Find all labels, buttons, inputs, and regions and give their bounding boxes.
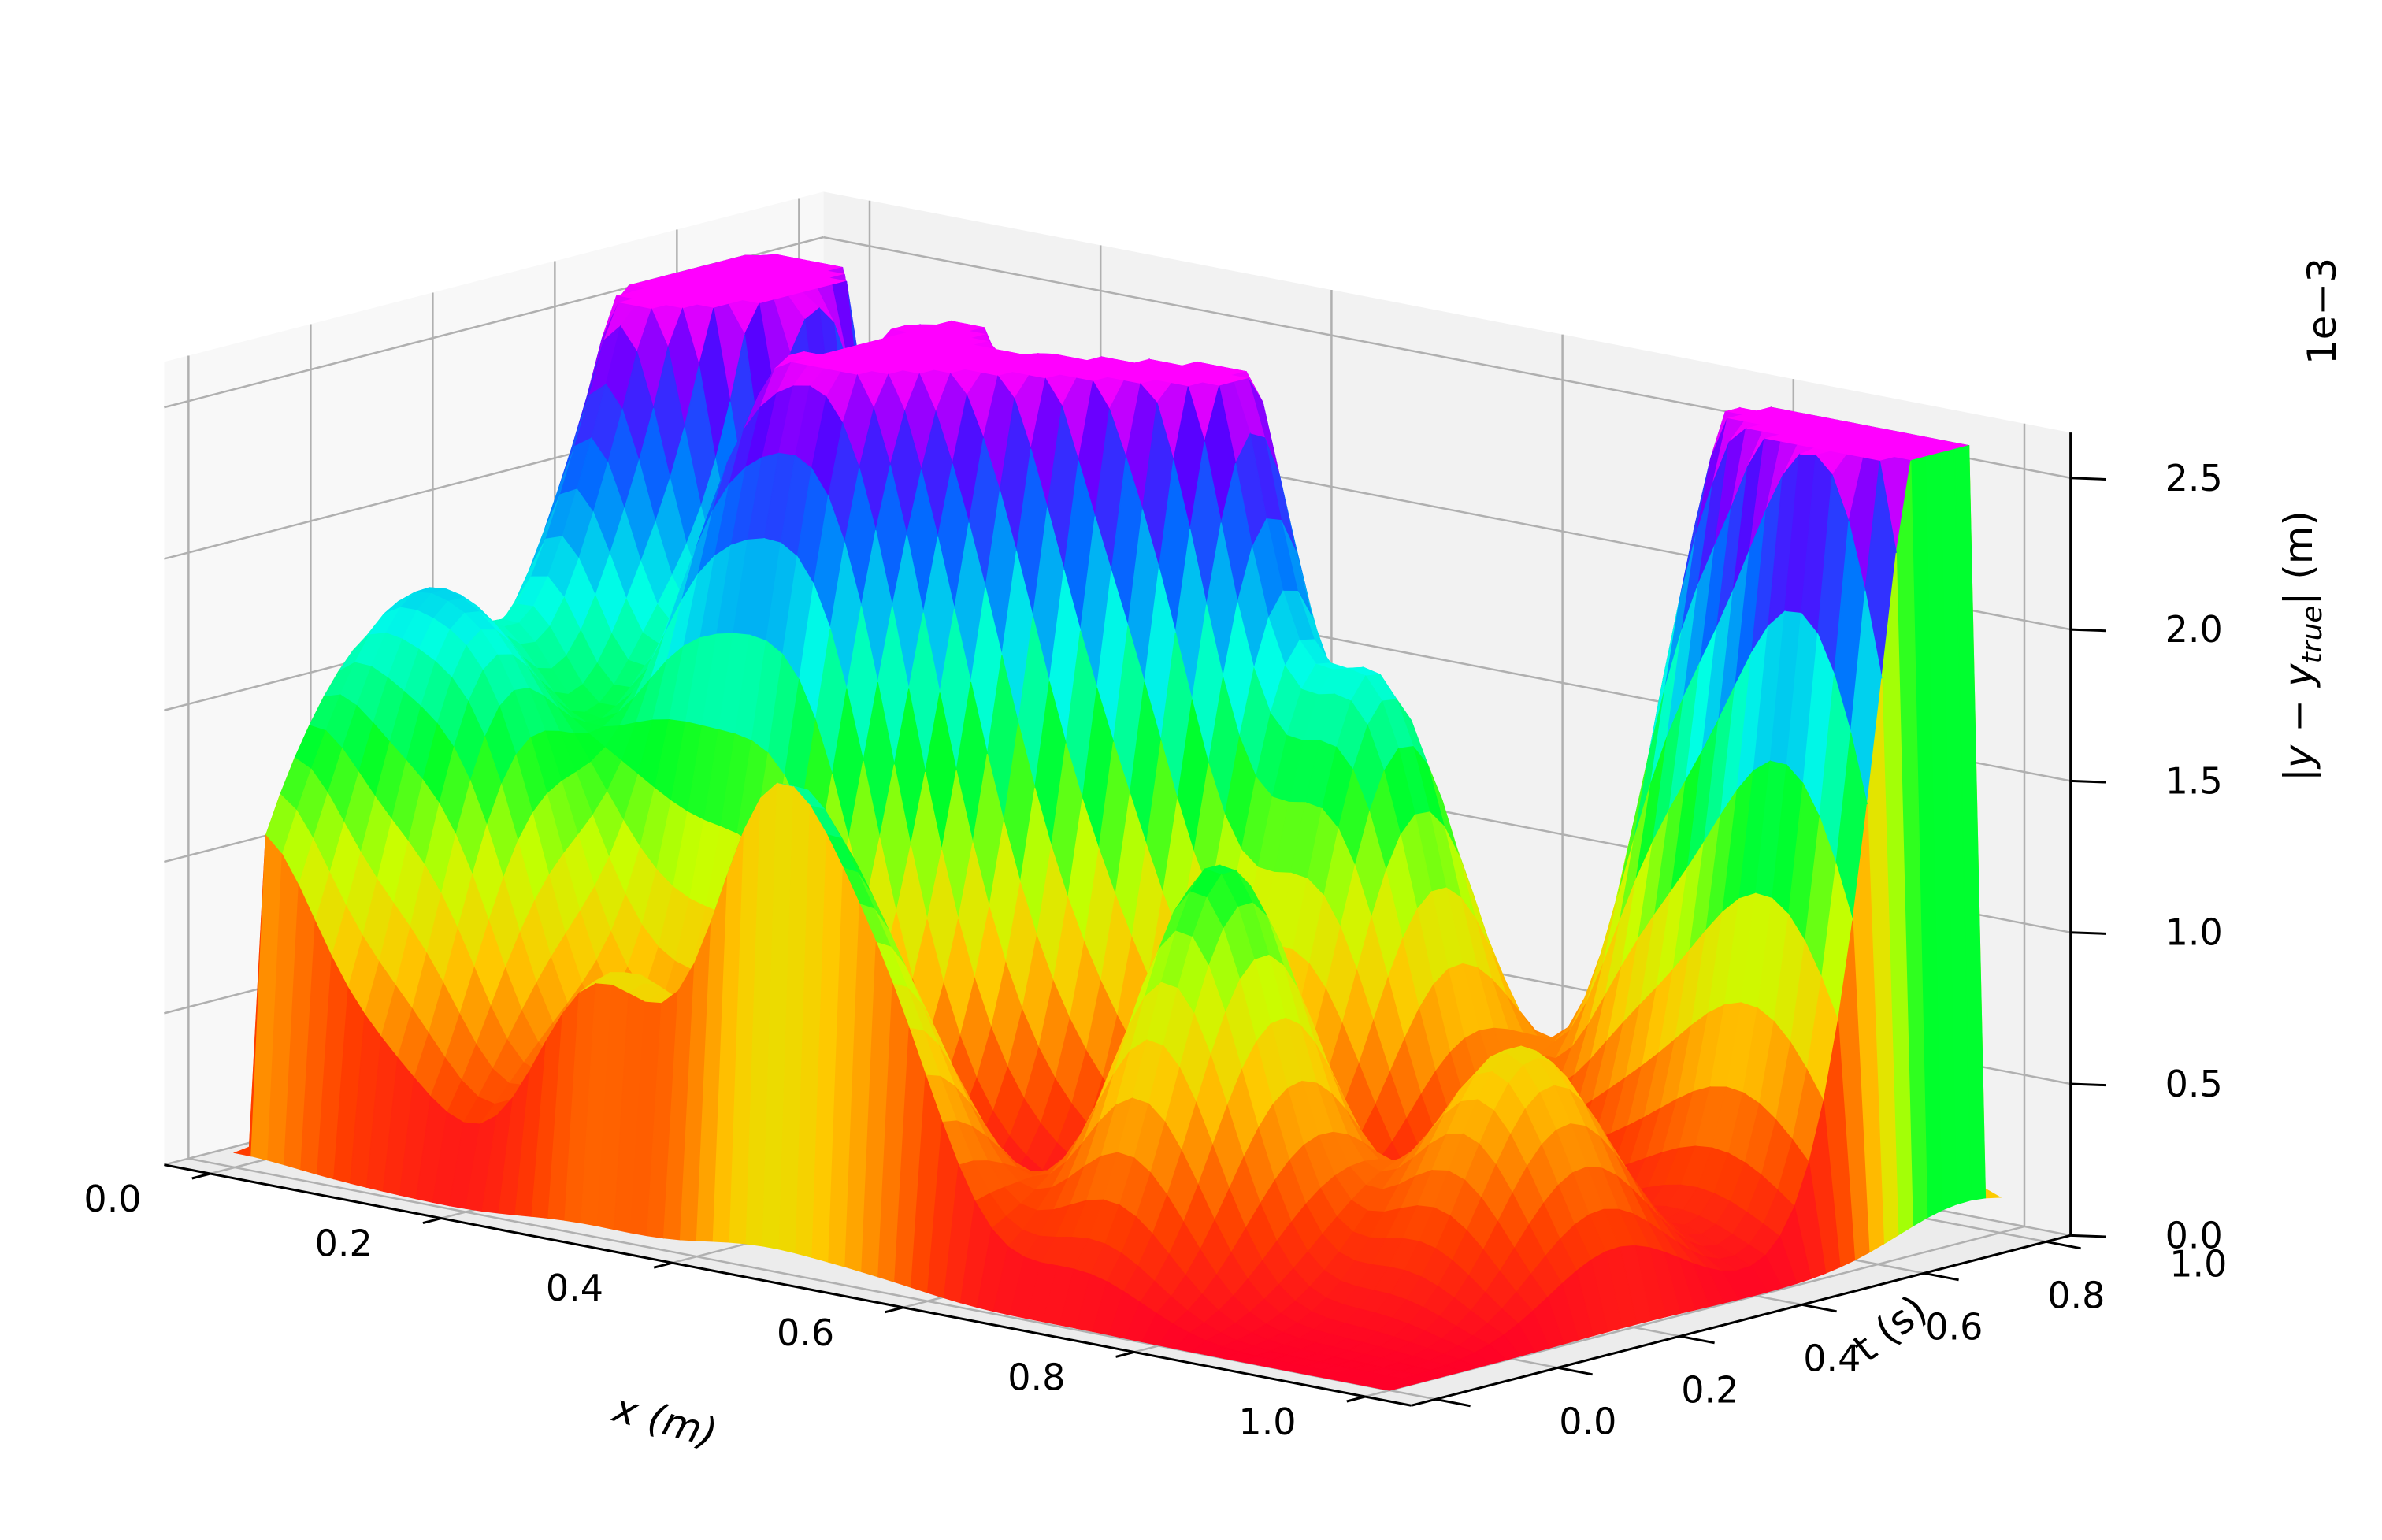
z-tick [2070,779,2106,784]
t-tick-label: 0.8 [2047,1275,2105,1317]
x-tick [653,1261,673,1269]
x-axis-label: x (m) [607,1385,722,1457]
z-tick-label: 2.0 [2165,608,2223,651]
surface-facet [1372,1382,1404,1391]
t-tick [1557,1366,1593,1376]
t-tick [1924,1271,1959,1282]
t-tick-label: 0.2 [1681,1369,1738,1412]
z-tick-label: 2.5 [2165,457,2223,499]
z-tick [2070,477,2106,481]
z-axis-label-sub: true [2296,605,2328,663]
x-tick [1115,1350,1135,1358]
z-axis-label-post: | (m) [2276,510,2321,605]
x-tick-label: 0.8 [1007,1356,1065,1398]
axis-lines [164,432,2072,1407]
x-tick-label: 0.2 [315,1223,373,1265]
z-tick-label: 1.5 [2165,759,2223,802]
z-offset-label: 1e−3 [2299,258,2345,365]
z-tick [2070,628,2106,633]
x-tick [191,1172,211,1180]
t-axis-line [1411,1234,2072,1407]
x-tick [422,1217,442,1225]
t-tick [1801,1303,1837,1313]
tick-marks: 0.00.20.40.60.81.0 0.00.20.40.60.81.00.00… [83,457,2227,1443]
x-tick [1346,1395,1366,1403]
t-tick [2046,1240,2081,1250]
z-axis-label-pre: |y − y [2276,662,2321,781]
z-tick-label: 0.0 [2165,1214,2223,1256]
t-tick-label: 0.6 [1925,1306,1983,1349]
t-tick [1679,1334,1715,1345]
t-tick-label: 1.0 [2169,1243,2227,1286]
x-tick-label: 0.6 [777,1312,834,1354]
z-tick-label: 0.5 [2165,1063,2223,1105]
x-tick-label: 0.4 [546,1267,603,1309]
z-tick [2070,931,2106,935]
z-tick [2070,1234,2106,1238]
x-tick [884,1306,903,1314]
t-tick-label: 0.0 [1559,1401,1616,1443]
t-tick [1435,1397,1471,1408]
x-tick-label: 0.0 [83,1178,141,1220]
error-surface [232,254,2002,1391]
t-tick-label: 0.4 [1803,1338,1861,1380]
z-axis-label: |y − ytrue| (m) [2276,510,2328,781]
x-axis-line [164,1163,1412,1407]
z-tick-label: 1.0 [2165,911,2223,954]
x-tick-label: 1.0 [1238,1401,1296,1443]
z-tick [2070,1082,2106,1087]
